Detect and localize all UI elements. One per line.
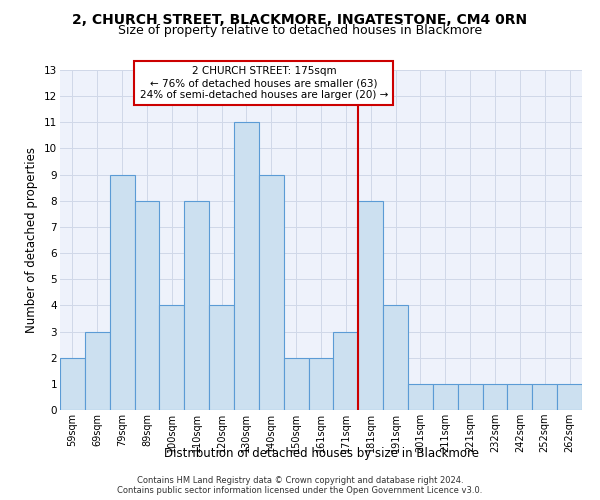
Bar [134, 201, 160, 410]
Bar [408, 384, 433, 410]
Bar [284, 358, 308, 410]
Text: 2, CHURCH STREET, BLACKMORE, INGATESTONE, CM4 0RN: 2, CHURCH STREET, BLACKMORE, INGATESTONE… [73, 12, 527, 26]
Bar [383, 306, 408, 410]
Bar [60, 358, 85, 410]
Bar [308, 358, 334, 410]
Text: Size of property relative to detached houses in Blackmore: Size of property relative to detached ho… [118, 24, 482, 37]
Bar [334, 332, 358, 410]
Bar [234, 122, 259, 410]
Bar [532, 384, 557, 410]
Bar [259, 174, 284, 410]
Bar [110, 174, 134, 410]
Text: Contains HM Land Registry data © Crown copyright and database right 2024.: Contains HM Land Registry data © Crown c… [137, 476, 463, 485]
Bar [482, 384, 508, 410]
Bar [557, 384, 582, 410]
Bar [358, 201, 383, 410]
Text: 2 CHURCH STREET: 175sqm
← 76% of detached houses are smaller (63)
24% of semi-de: 2 CHURCH STREET: 175sqm ← 76% of detache… [140, 66, 388, 100]
Bar [85, 332, 110, 410]
Bar [508, 384, 532, 410]
Bar [458, 384, 482, 410]
Text: Distribution of detached houses by size in Blackmore: Distribution of detached houses by size … [163, 448, 479, 460]
Bar [433, 384, 458, 410]
Text: Contains public sector information licensed under the Open Government Licence v3: Contains public sector information licen… [118, 486, 482, 495]
Bar [160, 306, 184, 410]
Y-axis label: Number of detached properties: Number of detached properties [25, 147, 38, 333]
Bar [184, 201, 209, 410]
Bar [209, 306, 234, 410]
